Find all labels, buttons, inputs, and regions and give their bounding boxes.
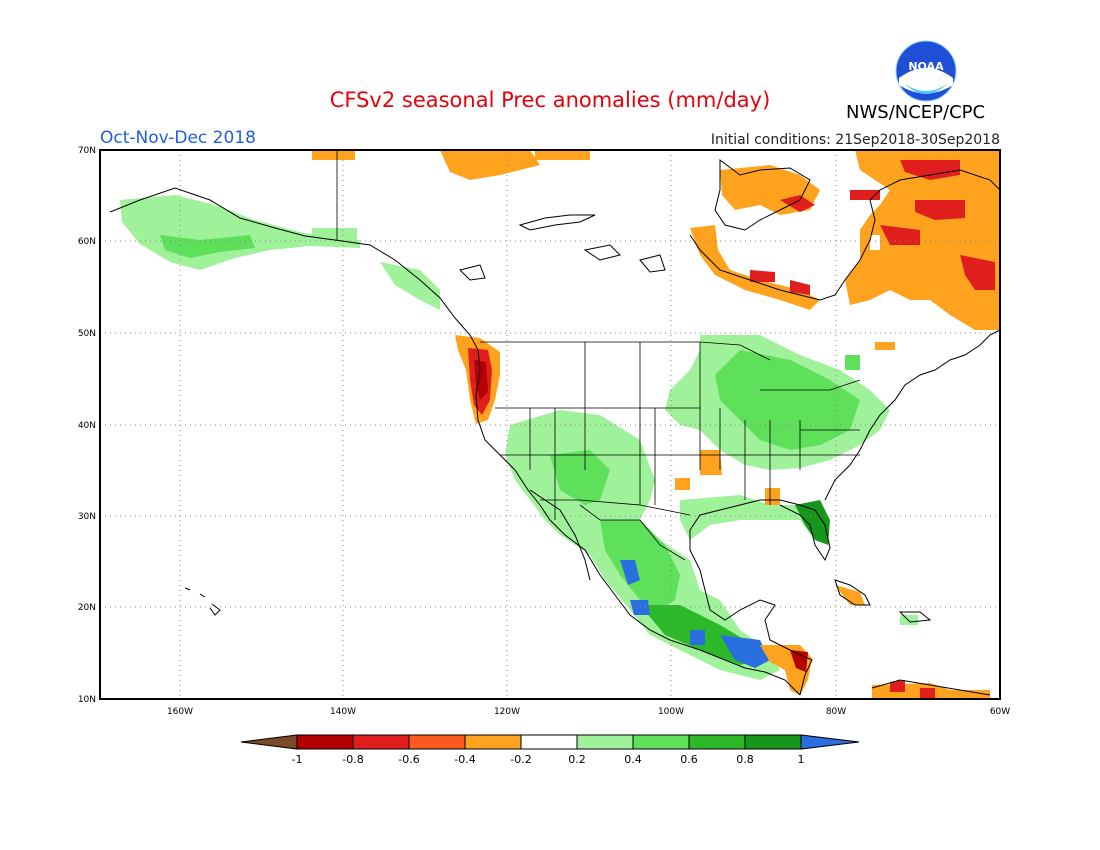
lat-tick-30n: 30N [78,512,96,522]
colorbar-box [352,734,410,750]
lon-tick-120w: 120W [494,707,520,717]
noaa-logo: NOAA [895,40,957,102]
colorbar-box [576,734,634,750]
initial-conditions: Initial conditions: 21Sep2018-30Sep2018 [710,132,1000,148]
colorbar-box [520,734,578,750]
lat-tick-40n: 40N [78,421,96,431]
lon-tick-labels: 160W 140W 120W 100W 80W 60W [167,707,1010,717]
colorbar-boxes [240,734,860,750]
lat-tick-60n: 60N [78,237,96,247]
forecast-period: Oct-Nov-Dec 2018 [100,128,256,148]
colorbar-arrow-low [240,734,298,750]
lat-tick-labels: 10N 20N 30N 40N 50N 60N 70N [78,146,96,705]
lat-tick-70n: 70N [78,146,96,156]
map-gridlines [100,150,1000,699]
anomaly-shading [120,150,1000,699]
page-title: CFSv2 seasonal Prec anomalies (mm/day) [0,88,1100,112]
colorbar-label: 0.6 [680,753,698,766]
colorbar-box [744,734,802,750]
colorbar-label: -0.4 [454,753,475,766]
coastlines [109,159,1000,696]
lat-tick-50n: 50N [78,329,96,339]
colorbar-box [464,734,522,750]
colorbar-box [632,734,690,750]
lat-tick-20n: 20N [78,603,96,613]
logo-text: NOAA [908,60,944,73]
title-text: CFSv2 seasonal Prec anomalies (mm/day) [329,88,771,112]
political-borders [336,150,861,561]
lon-tick-140w: 140W [330,707,356,717]
colorbar-label: -1 [292,753,303,766]
colorbar-label: -0.6 [398,753,419,766]
colorbar-label: 1 [798,753,805,766]
colorbar-box [296,734,354,750]
colorbar-label: 0.8 [736,753,754,766]
colorbar-labels: -1 -0.8 -0.6 -0.4 -0.2 0.2 0.4 0.6 0.8 1 [292,753,805,766]
lon-tick-160w: 160W [167,707,193,717]
colorbar-label: 0.2 [568,753,586,766]
lon-tick-60w: 60W [990,707,1010,717]
lon-tick-100w: 100W [658,707,684,717]
colorbar-label: -0.8 [342,753,363,766]
colorbar-box [408,734,466,750]
map-frame [99,149,1001,700]
lat-tick-10n: 10N [78,695,96,705]
colorbar-box [688,734,746,750]
colorbar-label: 0.4 [624,753,642,766]
lon-tick-80w: 80W [826,707,846,717]
colorbar-arrow-high [800,734,860,750]
colorbar-label: -0.2 [510,753,531,766]
agency-label: NWS/NCEP/CPC [846,102,986,123]
